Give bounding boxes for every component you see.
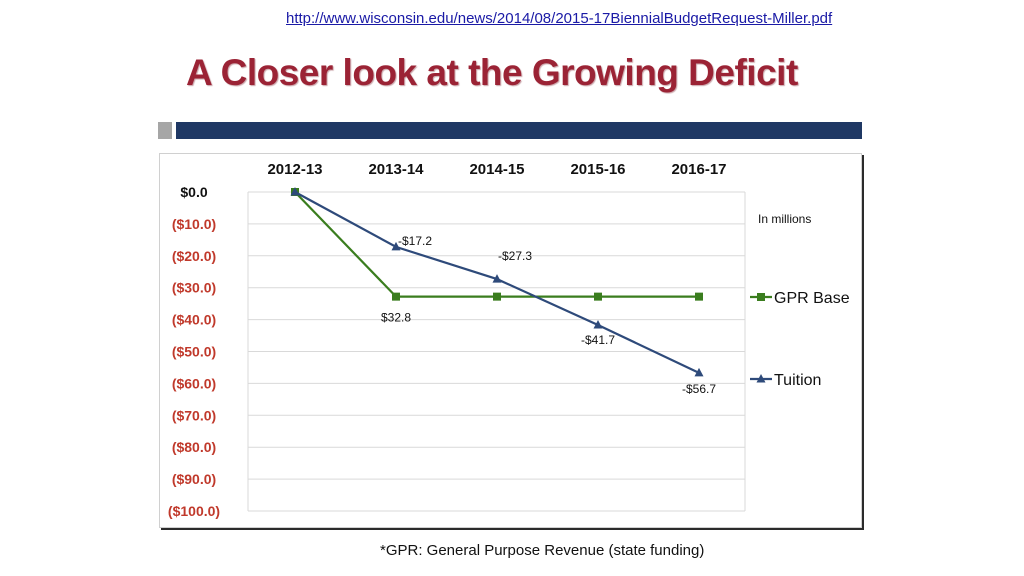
tuition-point	[492, 274, 502, 283]
tuition-point	[391, 241, 401, 251]
y-axis-tick-labels: $0.0 ($10.0) ($20.0) ($30.0) ($40.0) ($50.0) (…	[168, 184, 220, 519]
y-tick-label: ($60.0)	[172, 375, 216, 391]
data-labels: $32.8 -$17.2 -$27.3 -$41.7 -$56.7	[381, 234, 716, 396]
x-tick-label: 2012-13	[267, 161, 322, 178]
deficit-line-chart: 2012-13 2013-14 2014-15 2015-16 2016-17 $0.0…	[168, 161, 850, 519]
x-tick-label: 2015-16	[570, 161, 625, 178]
legend-label: Tuition	[774, 372, 821, 389]
y-tick-label: $0.0	[180, 184, 207, 200]
y-tick-label: ($20.0)	[172, 248, 216, 264]
tuition-point	[290, 187, 300, 196]
gpr-point	[493, 292, 501, 301]
data-label: $32.8	[381, 311, 411, 325]
gpr-point	[594, 292, 602, 301]
unit-note: In millions	[758, 212, 811, 226]
y-tick-label: ($50.0)	[172, 344, 216, 360]
x-tick-label: 2014-15	[469, 161, 524, 178]
title-bar	[176, 122, 862, 139]
source-link[interactable]: http://www.wisconsin.edu/news/2014/08/20…	[286, 10, 833, 27]
x-tick-label: 2016-17	[671, 161, 726, 178]
legend-label: GPR Base	[774, 290, 850, 307]
data-label: -$56.7	[682, 382, 716, 396]
tuition-point	[694, 367, 704, 377]
slide-title: A Closer look at the Growing Deficit	[186, 52, 798, 93]
data-label: -$17.2	[398, 234, 432, 248]
data-label: -$41.7	[581, 333, 615, 347]
gpr-point	[392, 292, 400, 301]
y-tick-label: ($90.0)	[172, 471, 216, 487]
series-layer	[290, 187, 704, 377]
legend-marker	[756, 374, 766, 383]
legend-marker	[757, 293, 765, 301]
y-tick-label: ($100.0)	[168, 503, 220, 519]
y-tick-label: ($10.0)	[172, 216, 216, 232]
y-tick-label: ($70.0)	[172, 407, 216, 423]
y-tick-label: ($40.0)	[172, 312, 216, 328]
data-label: -$27.3	[498, 249, 532, 263]
title-bar-accent	[158, 122, 172, 139]
y-tick-label: ($80.0)	[172, 439, 216, 455]
x-tick-label: 2013-14	[368, 161, 424, 178]
footnote: *GPR: General Purpose Revenue (state fun…	[380, 542, 705, 559]
legend: GPR Base Tuition	[750, 290, 850, 389]
gpr-point	[695, 292, 703, 301]
chart-panel: 2012-13 2013-14 2014-15 2015-16 2016-17 $0.0…	[159, 153, 862, 528]
x-axis-tick-labels: 2012-13 2013-14 2014-15 2015-16 2016-17	[267, 161, 726, 178]
grid-lines	[247, 191, 746, 512]
tuition-point	[593, 320, 603, 329]
y-tick-label: ($30.0)	[172, 280, 216, 296]
